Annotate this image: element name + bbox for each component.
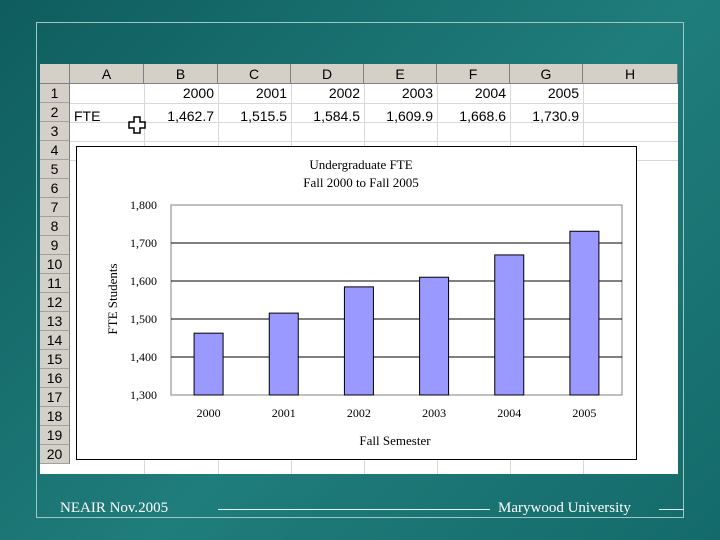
row-header[interactable]: 2 [40,103,70,122]
cell-a2[interactable]: FTE [74,108,101,124]
cell-c2[interactable]: 1,515.5 [240,108,287,124]
y-tick-label: 1,600 [130,274,157,288]
chart-subtitle: Fall 2000 to Fall 2005 [303,175,419,190]
column-header-h[interactable]: H [583,64,678,84]
bar [419,276,450,396]
footer-rule [659,509,684,510]
column-header-b[interactable]: B [144,64,218,84]
cell-f2[interactable]: 1,668.6 [459,108,506,124]
gridline [70,122,678,123]
plus-cursor-icon [128,116,146,134]
cell-g1[interactable]: 2005 [547,85,579,101]
x-tick-label: 2005 [572,406,596,420]
x-tick-label: 2000 [197,406,221,420]
column-header-d[interactable]: D [291,64,364,84]
row-header[interactable]: 10 [40,255,70,274]
cell-b1[interactable]: 2000 [182,85,214,101]
row-header[interactable]: 7 [40,198,70,217]
row-header[interactable]: 16 [40,369,70,388]
y-tick-label: 1,300 [130,388,157,402]
row-header[interactable]: 1 [40,84,70,103]
x-tick-label: 2004 [497,406,521,420]
cell-e1[interactable]: 2003 [401,85,433,101]
y-tick-label: 1,400 [130,350,157,364]
slide-frame [36,22,684,518]
x-axis-label: Fall Semester [359,433,431,448]
fte-bar-chart[interactable]: Undergraduate FTE Fall 2000 to Fall 2005… [76,146,637,460]
x-tick-label: 2002 [347,406,371,420]
row-header[interactable]: 8 [40,217,70,236]
footer-rule [218,509,490,510]
row-header[interactable]: 20 [40,445,70,464]
row-header[interactable]: 17 [40,388,70,407]
row-header[interactable]: 3 [40,122,70,141]
cell-f1[interactable]: 2004 [474,85,506,101]
chart-title: Undergraduate FTE [309,157,412,172]
column-header-c[interactable]: C [218,64,291,84]
row-header[interactable]: 18 [40,407,70,426]
row-header[interactable]: 4 [40,141,70,160]
row-header[interactable]: 12 [40,293,70,312]
row-header[interactable]: 6 [40,179,70,198]
row-header[interactable]: 13 [40,312,70,331]
y-tick-label: 1,700 [130,236,157,250]
row-header[interactable]: 11 [40,274,70,293]
footer-left-text: NEAIR Nov.2005 [60,500,169,516]
column-header-f[interactable]: F [437,64,510,84]
bar [193,332,224,396]
bar [343,286,374,396]
bar [494,254,525,396]
row-header[interactable]: 5 [40,160,70,179]
y-axis-label: FTE Students [105,263,120,334]
y-tick-label: 1,500 [130,312,157,326]
cell-d2[interactable]: 1,584.5 [313,108,360,124]
plot-area [170,204,623,396]
cell-c1[interactable]: 2001 [255,85,287,101]
footer-right-text: Marywood University [498,500,631,516]
x-tick-label: 2001 [272,406,296,420]
bar [268,312,299,396]
chart-canvas: Undergraduate FTE Fall 2000 to Fall 2005… [105,157,623,448]
cell-d1[interactable]: 2002 [328,85,360,101]
gridline [70,103,678,104]
select-all-corner[interactable] [40,64,70,84]
column-header-a[interactable]: A [70,64,144,84]
cell-e2[interactable]: 1,609.9 [386,108,433,124]
row-header[interactable]: 15 [40,350,70,369]
row-header[interactable]: 9 [40,236,70,255]
cell-g2[interactable]: 1,730.9 [532,108,579,124]
x-tick-label: 2003 [422,406,446,420]
cell-b2[interactable]: 1,462.7 [167,108,214,124]
column-header-g[interactable]: G [510,64,583,84]
bar [569,230,600,396]
column-header-e[interactable]: E [364,64,437,84]
row-header[interactable]: 14 [40,331,70,350]
row-header[interactable]: 19 [40,426,70,445]
y-tick-label: 1,800 [130,198,157,212]
gridline [70,141,678,142]
